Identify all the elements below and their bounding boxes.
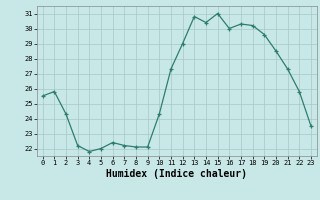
X-axis label: Humidex (Indice chaleur): Humidex (Indice chaleur) — [106, 169, 247, 179]
